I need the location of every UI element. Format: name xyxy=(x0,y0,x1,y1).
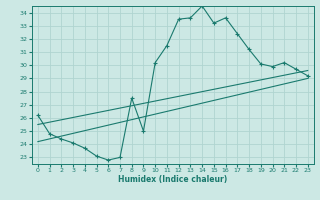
X-axis label: Humidex (Indice chaleur): Humidex (Indice chaleur) xyxy=(118,175,228,184)
